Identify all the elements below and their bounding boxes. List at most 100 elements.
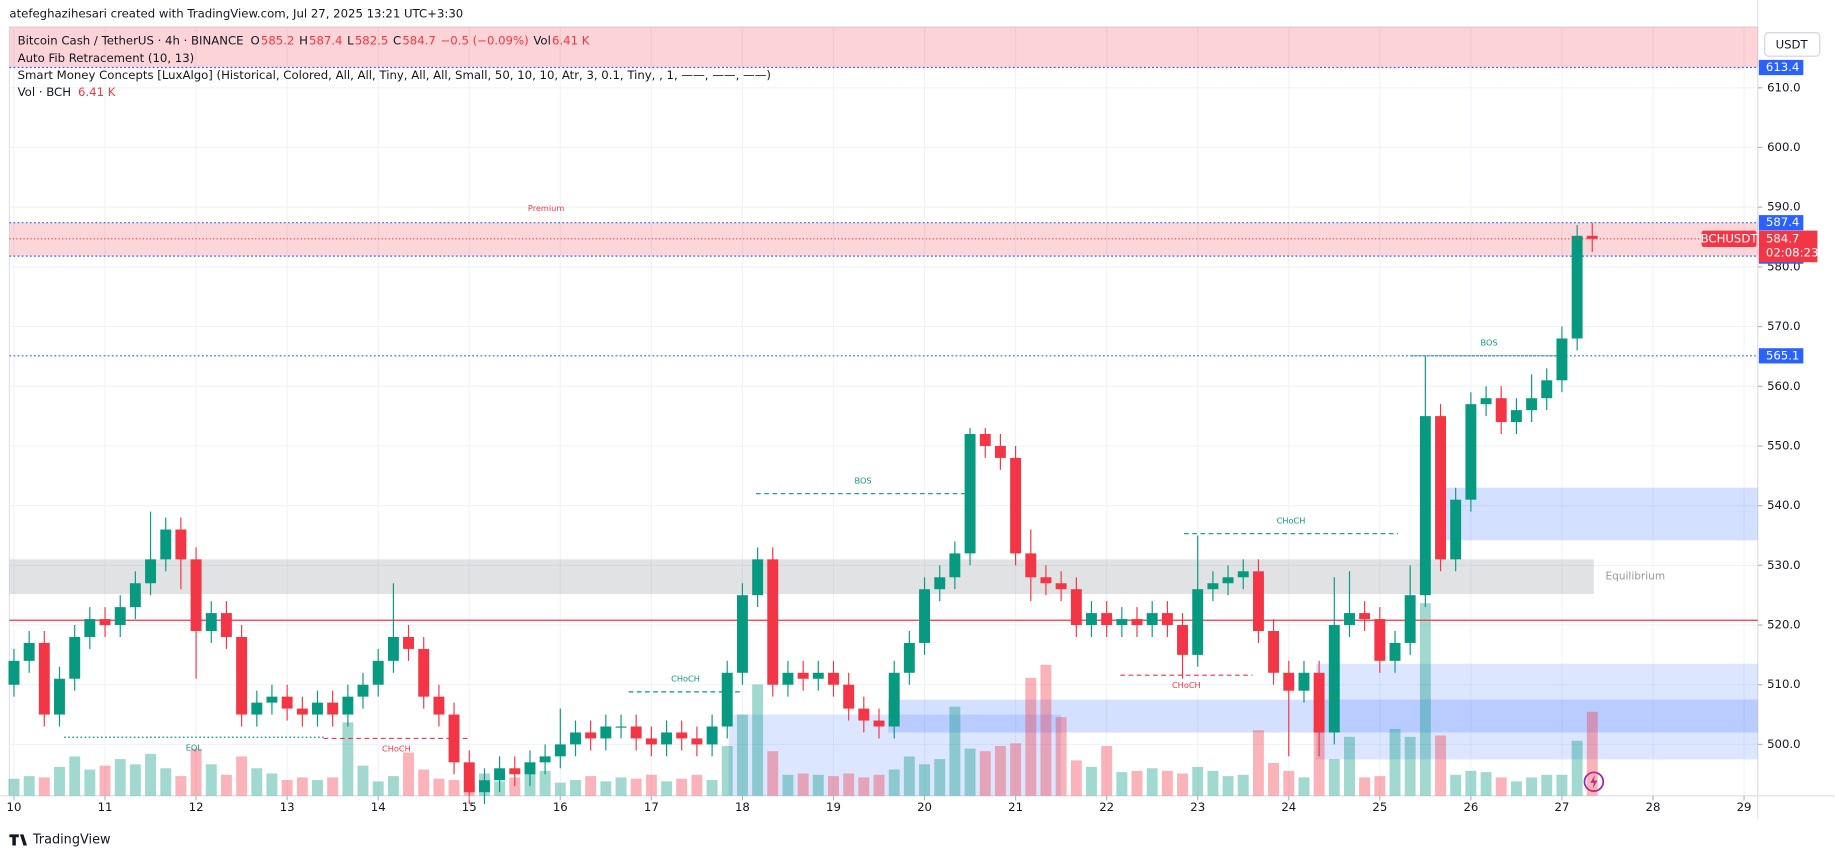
volume-bar: [1359, 777, 1371, 796]
volume-bar: [1131, 770, 1143, 796]
candle-body: [1252, 571, 1264, 631]
candle-body: [1010, 457, 1022, 554]
volume-bar: [1541, 774, 1553, 796]
currency-box[interactable]: [1764, 32, 1821, 57]
currency[interactable]: USDT: [1776, 38, 1809, 52]
plot: Premium Equilibrium EQL CHoCH CHoCH BOS CHoCH C…: [8, 26, 1758, 805]
candle-body: [38, 642, 50, 715]
candle-body: [888, 672, 900, 727]
candle-body: [1040, 577, 1052, 584]
candle-body: [84, 619, 96, 637]
candle-body: [752, 559, 764, 596]
volume-bar: [1222, 776, 1234, 796]
price-tag: [1758, 348, 1804, 364]
candle-body: [524, 762, 536, 775]
volume-bar: [1404, 736, 1416, 796]
candle-body: [145, 559, 157, 584]
candle-body: [494, 768, 506, 781]
volume-bar: [1116, 772, 1128, 796]
volume-bar: [691, 774, 703, 796]
candle-body: [736, 595, 748, 673]
volume-bar: [1526, 777, 1538, 796]
x-tick-label: 29: [1737, 800, 1752, 814]
alert-icon[interactable]: [1590, 774, 1598, 789]
candle-body: [1298, 672, 1310, 691]
volume-bar: [1571, 740, 1583, 796]
structure-label: CHoCH: [671, 674, 700, 684]
volume-bar: [706, 780, 718, 796]
volume-bar: [1025, 677, 1037, 796]
volume-bar: [539, 770, 551, 796]
volume-bar: [160, 768, 172, 796]
candle-body: [1374, 619, 1386, 661]
structure-label: EQL: [186, 742, 203, 752]
symbol-tag-label: BCHUSDT: [1701, 231, 1759, 245]
volume-bar: [1192, 766, 1204, 796]
volume-bar: [964, 748, 976, 796]
legend-text: 6.41 K: [552, 33, 590, 47]
candle-body: [1146, 613, 1158, 626]
candle-body: [23, 642, 35, 661]
candle-body: [1344, 613, 1355, 626]
candle-body: [721, 672, 733, 727]
legend-text: O: [251, 33, 260, 47]
legend-text: Bitcoin Cash / TetherUS · 4h · BINANCE: [18, 33, 244, 47]
legend-text: Auto Fib Retracement (10, 13): [18, 51, 195, 65]
candle-body: [387, 636, 399, 661]
volume-bar: [1389, 728, 1401, 796]
candle-body: [342, 696, 354, 715]
candle-body: [570, 732, 581, 745]
x-tick-label: 13: [280, 800, 295, 814]
volume-bar: [873, 774, 885, 796]
y-tick-label: 550.0: [1767, 438, 1800, 452]
volume-bar: [797, 773, 809, 796]
candle-body: [645, 738, 657, 745]
volume-bar: [266, 773, 278, 796]
x-tick-label: 28: [1646, 800, 1661, 814]
volume-bar: [1283, 770, 1295, 796]
candle-body: [129, 583, 141, 608]
candle-body: [1328, 625, 1340, 733]
x-tick-label: 11: [98, 800, 113, 814]
x-tick-label: 24: [1281, 800, 1296, 814]
zone: [1316, 663, 1758, 760]
volume-bar: [934, 759, 946, 796]
volume-bar: [145, 753, 157, 796]
candle-body: [448, 714, 460, 763]
volume-bar: [372, 781, 384, 796]
candle-body: [205, 613, 217, 631]
candle-body: [828, 672, 839, 685]
candle-body: [1192, 589, 1204, 655]
candle-body: [1389, 642, 1401, 661]
x-tick-label: 23: [1190, 800, 1205, 814]
candle-body: [1450, 499, 1462, 560]
candle-body: [372, 660, 384, 685]
legend-text: 584.7: [402, 33, 435, 47]
volume-bar: [357, 765, 369, 796]
volume-bar: [205, 764, 217, 796]
volume-bar: [1070, 760, 1082, 796]
last-price-label: 584.7: [1766, 231, 1799, 245]
candle-body: [1510, 410, 1522, 423]
candle-body: [1313, 672, 1325, 733]
y-tick-label: 590.0: [1767, 200, 1800, 214]
footer-logo: TradingView: [9, 833, 111, 848]
volume-bar: [600, 781, 612, 796]
candle-body: [1495, 398, 1507, 423]
y-tick-label: 510.0: [1767, 677, 1800, 691]
candle-body: [964, 434, 976, 554]
legend-text: L: [347, 33, 354, 47]
x-tick-label: 27: [1555, 800, 1570, 814]
candle-body: [251, 702, 263, 715]
x-tick-label: 18: [735, 800, 750, 814]
volume-bar: [175, 776, 187, 796]
attribution: atefeghazihesari created with TradingVie…: [9, 7, 463, 21]
volume-bar: [979, 751, 991, 796]
candle-body: [311, 702, 323, 715]
volume-bar: [554, 782, 566, 796]
volume-bar: [190, 748, 202, 796]
volume-bar: [1510, 781, 1522, 796]
candle-body: [114, 607, 126, 626]
candle-body: [478, 780, 490, 793]
